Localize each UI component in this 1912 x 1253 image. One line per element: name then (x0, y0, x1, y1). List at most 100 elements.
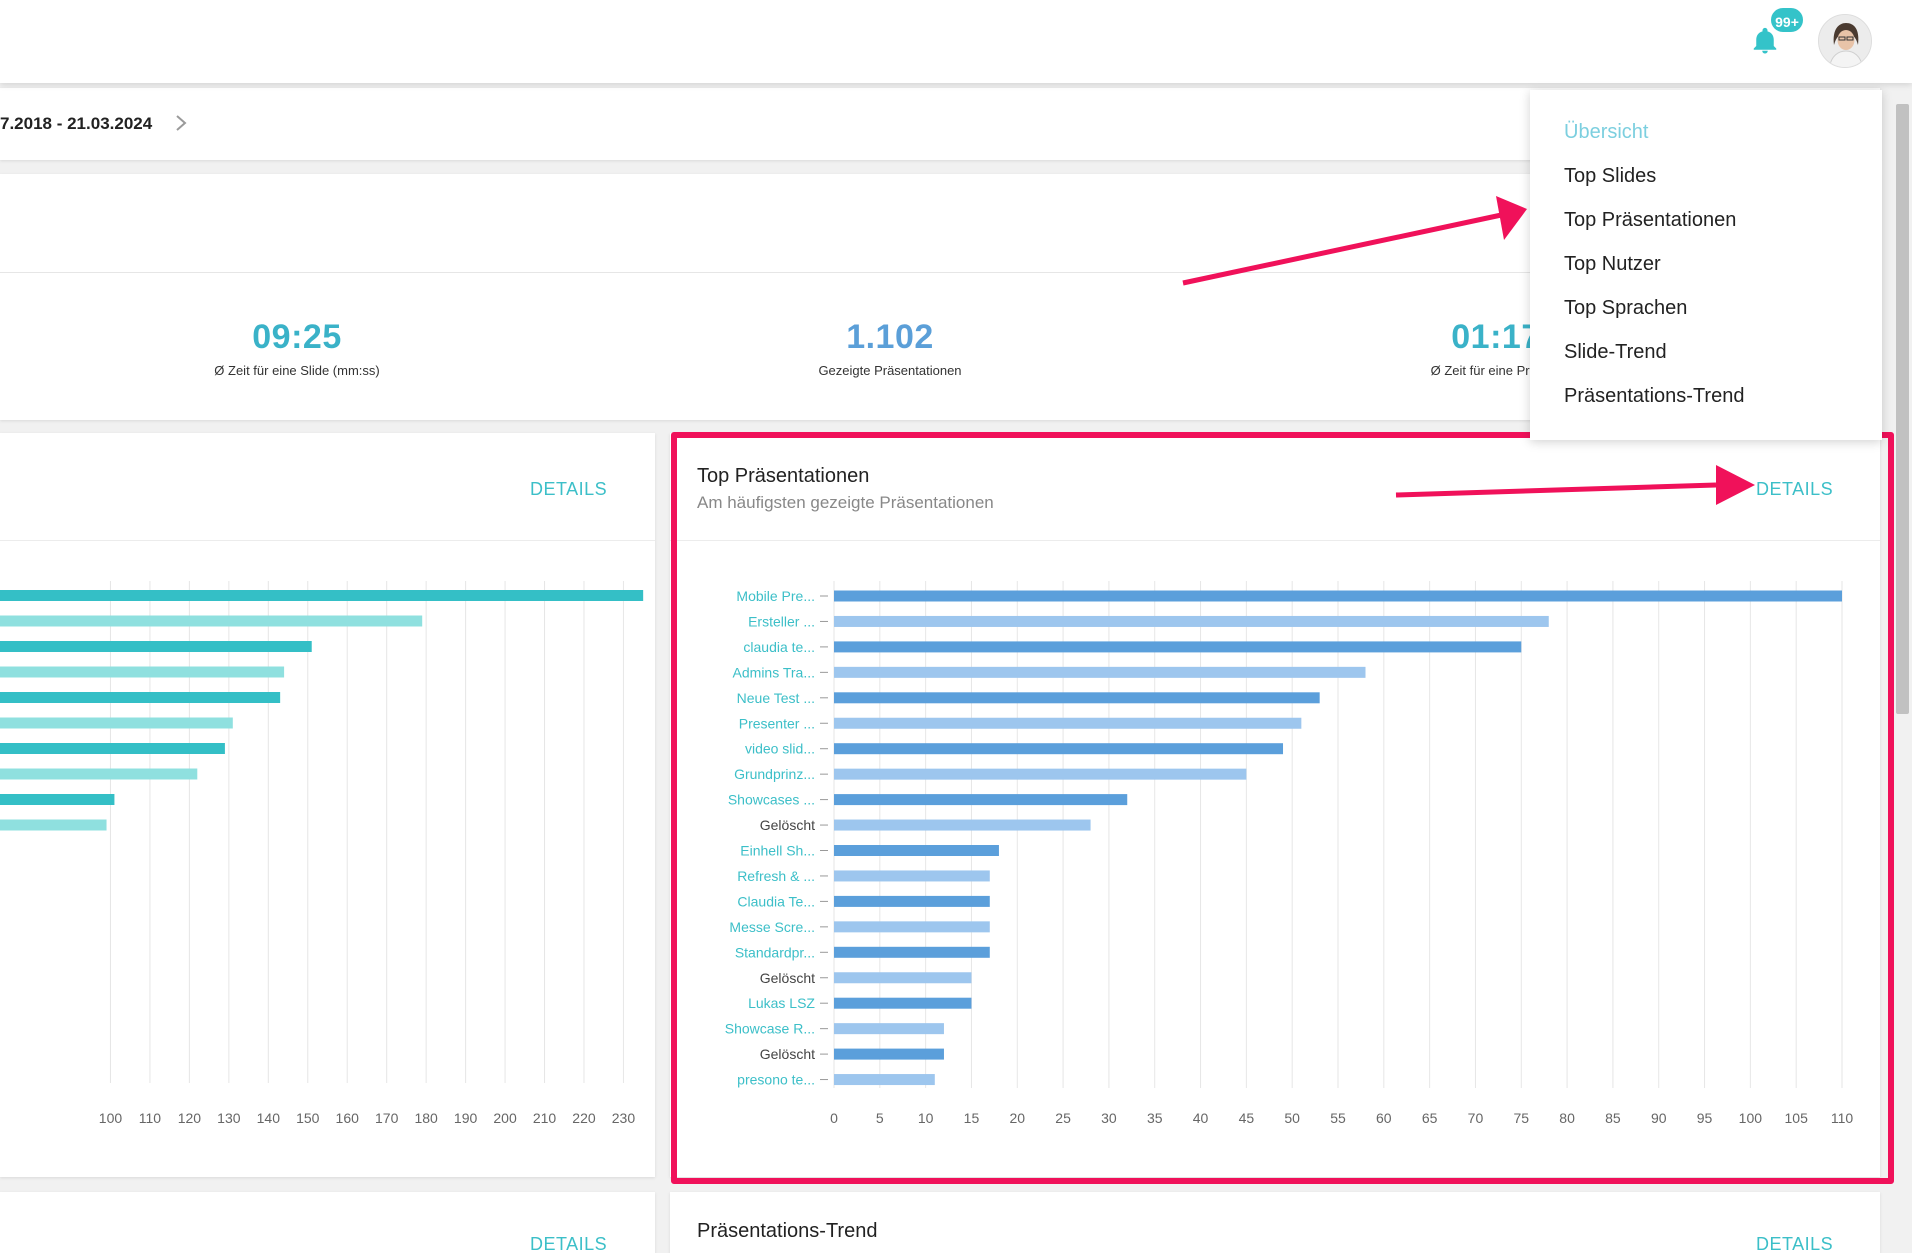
x-tick-label: 170 (375, 1110, 399, 1126)
bar (0, 590, 644, 601)
page-scrollbar[interactable] (1893, 88, 1912, 1253)
bar (834, 615, 1549, 627)
kpi-label: Gezeigte Präsentationen (818, 363, 962, 378)
x-tick-label: 220 (572, 1110, 596, 1126)
notification-badge[interactable]: 99+ (1769, 6, 1805, 34)
bar (834, 590, 1842, 602)
bar (834, 1074, 935, 1086)
x-tick-label: 140 (257, 1110, 281, 1126)
avatar[interactable] (1818, 14, 1872, 68)
x-tick-label: 130 (217, 1110, 241, 1126)
bar (0, 615, 423, 627)
y-category-label: Neue Test ... (737, 690, 815, 706)
bar (0, 794, 115, 805)
bar (834, 997, 972, 1009)
x-tick-label: 100 (1739, 1110, 1763, 1126)
x-tick-label: 80 (1559, 1110, 1575, 1126)
x-tick-label: 210 (533, 1110, 557, 1126)
x-tick-label: 160 (336, 1110, 360, 1126)
bar (834, 768, 1247, 780)
y-category-label: video slid... (745, 741, 815, 757)
x-tick-label: 60 (1376, 1110, 1392, 1126)
menu-item-top-languages[interactable]: Top Sprachen (1564, 297, 1688, 319)
details-link[interactable]: DETAILS (1756, 479, 1834, 499)
y-category-label: Showcases ... (728, 792, 815, 808)
menu-item-overview[interactable]: Übersicht (1564, 121, 1649, 143)
chevron-right-icon[interactable] (170, 108, 194, 138)
user-avatar-icon (1819, 15, 1871, 67)
menu-item-top-presentations[interactable]: Top Präsentationen (1564, 209, 1737, 231)
y-category-label: Grundprinz... (734, 766, 815, 782)
x-tick-label: 0 (830, 1110, 838, 1126)
x-tick-label: 15 (964, 1110, 980, 1126)
y-category-label: presono te... (737, 1072, 815, 1088)
kpi-presentations-shown: 1.102 Gezeigte Präsentationen (680, 318, 1100, 378)
bar (0, 641, 312, 652)
scrollbar-thumb[interactable] (1896, 104, 1909, 714)
x-tick-label: 85 (1605, 1110, 1621, 1126)
top-presentations-bar-chart: 0 5 10 15 20 25 30 35 40 45 50 55 60 65 70 75 80 85 90 95 10… (725, 581, 1854, 1126)
x-tick-label: 100 (99, 1110, 123, 1126)
y-category-label: Claudia Te... (737, 893, 815, 909)
x-tick-label: 55 (1330, 1110, 1346, 1126)
bar (0, 768, 198, 780)
bar (834, 921, 990, 933)
bar (834, 641, 1522, 653)
bottom-left-card: DETAILS (0, 1192, 655, 1253)
x-tick-label: 105 (1785, 1110, 1809, 1126)
y-category-label: claudia te... (743, 639, 815, 655)
details-link[interactable]: DETAILS (530, 479, 608, 499)
y-category-label: Gelöscht (760, 970, 815, 986)
y-category-label: Ersteller ... (748, 613, 815, 629)
kpi-value: 01:17 (1451, 318, 1541, 356)
bar (0, 743, 225, 754)
y-category-label: Mobile Pre... (736, 588, 815, 604)
bar (834, 972, 972, 984)
bar (834, 845, 999, 856)
divider (670, 540, 1880, 541)
x-tick-label: 5 (876, 1110, 884, 1126)
x-tick-label: 190 (454, 1110, 478, 1126)
x-tick-label: 95 (1697, 1110, 1713, 1126)
menu-item-presentation-trend[interactable]: Präsentations-Trend (1564, 385, 1745, 407)
kpi-label: Ø Zeit für eine Slide (mm:ss) (214, 363, 380, 378)
bar (834, 666, 1366, 678)
x-tick-label: 25 (1055, 1110, 1071, 1126)
bar (834, 1023, 944, 1035)
bell-icon[interactable] (1750, 26, 1780, 56)
x-tick-label: 90 (1651, 1110, 1667, 1126)
bar (0, 666, 285, 678)
bar (834, 870, 990, 882)
menu-item-slide-trend[interactable]: Slide-Trend (1564, 341, 1667, 363)
card-title: Top Präsentationen (697, 465, 870, 487)
divider (0, 272, 1880, 273)
menu-item-top-slides[interactable]: Top Slides (1564, 165, 1657, 187)
bar (834, 717, 1302, 729)
details-link[interactable]: DETAILS (530, 1234, 608, 1253)
date-range-label[interactable]: 7.2018 - 21.03.2024 (0, 114, 153, 133)
section-menu: Übersicht Top Slides Top Präsentationen … (1530, 90, 1882, 440)
x-tick-label: 45 (1239, 1110, 1255, 1126)
x-tick-label: 10 (918, 1110, 934, 1126)
y-category-label: Einhell Sh... (740, 843, 815, 859)
y-category-label: Gelöscht (760, 1046, 815, 1062)
divider (0, 540, 655, 541)
y-category-label: Admins Tra... (733, 664, 815, 680)
card-title: Präsentations-Trend (697, 1220, 878, 1242)
x-tick-label: 180 (414, 1110, 438, 1126)
x-tick-label: 200 (493, 1110, 517, 1126)
x-tick-label: 30 (1101, 1110, 1117, 1126)
menu-item-top-users[interactable]: Top Nutzer (1564, 253, 1661, 275)
bar (834, 819, 1091, 831)
details-link[interactable]: DETAILS (1756, 1234, 1834, 1253)
presentation-trend-card: Präsentations-Trend DETAILS (670, 1192, 1880, 1253)
bar (0, 692, 281, 703)
kpi-label: Ø Zeit für eine Präsent (1430, 363, 1562, 378)
x-tick-label: 150 (296, 1110, 320, 1126)
y-category-label: Messe Scre... (729, 919, 815, 935)
x-tick-label: 110 (1831, 1110, 1854, 1126)
bar (0, 819, 107, 831)
x-tick-label: 70 (1468, 1110, 1484, 1126)
top-presentations-card: Top Präsentationen Am häufigsten gezeigt… (670, 433, 1880, 1177)
x-tick-label: 35 (1147, 1110, 1163, 1126)
